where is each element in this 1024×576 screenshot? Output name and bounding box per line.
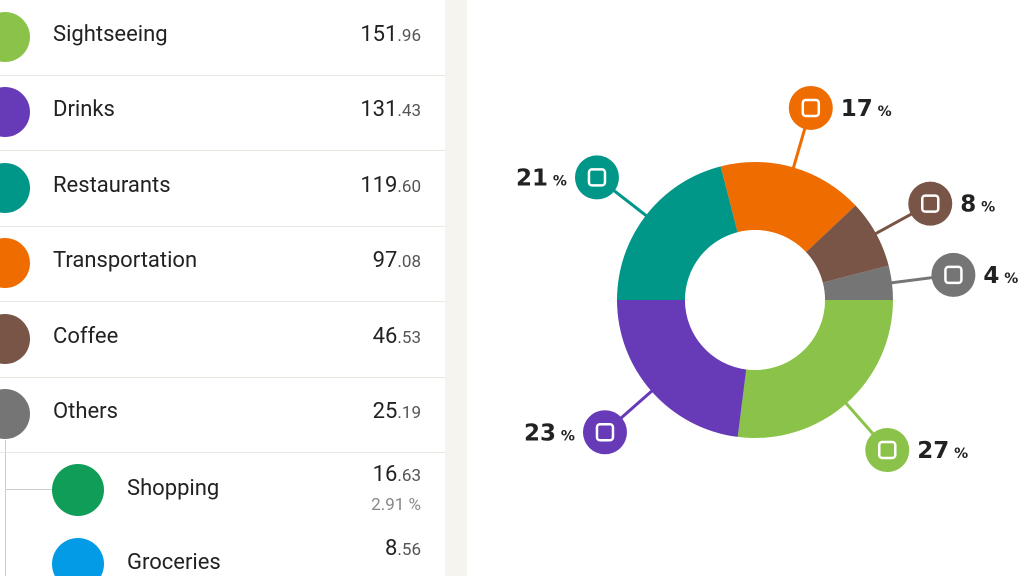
category-list: Sightseeing 151.96 Drinks 131.43 Restaurants… — [0, 0, 445, 576]
percent-sign: % — [548, 173, 567, 189]
category-icon — [0, 389, 30, 439]
icon-glyph — [587, 168, 607, 187]
tree-line — [5, 440, 6, 576]
slice-icon — [574, 155, 619, 200]
slice-icon — [908, 181, 953, 226]
icon-glyph — [921, 194, 940, 213]
leader-line — [791, 126, 807, 170]
percent-sign: % — [949, 446, 968, 462]
amount: 25.19 — [372, 399, 421, 424]
percent-sign: % — [556, 428, 575, 444]
slice-icon — [582, 410, 627, 455]
amount: 119.60 — [360, 172, 421, 198]
divider — [445, 0, 467, 576]
category-name: Restaurants — [53, 172, 171, 198]
list-row[interactable]: Transportation 97.08 — [0, 226, 445, 303]
percent-sign: % — [976, 200, 995, 216]
percent-number: 4 — [983, 263, 999, 289]
slice-icon — [865, 428, 910, 473]
icon-glyph — [595, 423, 615, 442]
donut-slice — [822, 265, 893, 300]
list-row[interactable]: Sightseeing 151.96 — [0, 0, 445, 76]
percent-sign: % — [873, 104, 892, 120]
leader-line — [618, 388, 654, 421]
category-name: Transportation — [53, 248, 198, 274]
amount: 97.08 — [372, 248, 421, 274]
category-icon — [0, 87, 30, 138]
donut-slice — [737, 300, 893, 439]
category-icon — [0, 12, 30, 62]
list-row[interactable]: Restaurants 119.60 — [0, 151, 445, 227]
category-icon — [52, 464, 104, 516]
list-row[interactable]: Coffee 46.53 — [0, 302, 445, 378]
donut-slice — [720, 162, 856, 253]
percent-label: 27 % — [917, 438, 968, 464]
amount: 8.56 — [385, 536, 421, 561]
percent-number: 17 — [841, 96, 873, 122]
amount: 131.43 — [360, 97, 421, 123]
category-icon — [52, 538, 104, 576]
percent-label: 4 % — [983, 263, 1018, 289]
category-icon — [0, 238, 30, 289]
leader-line — [873, 211, 914, 236]
amount: 151.96 — [360, 22, 421, 47]
slice-icon — [788, 85, 833, 130]
category-name: Drinks — [53, 97, 115, 123]
amount: 16.63 — [372, 462, 421, 487]
donut-slice — [617, 166, 738, 300]
slice-icon — [931, 252, 976, 297]
percent-label: 8 % — [960, 192, 995, 218]
leader-line — [843, 401, 876, 437]
amount: 46.53 — [372, 323, 421, 349]
percent-label: 21 % — [516, 165, 567, 191]
list-row[interactable]: Groceries 8.56 — [0, 526, 445, 576]
category-name: Shopping — [127, 476, 220, 501]
tree-line — [5, 489, 53, 490]
leader-line — [889, 275, 934, 285]
list-row[interactable]: Drinks 131.43 — [0, 75, 445, 152]
donut-hole — [698, 243, 812, 357]
category-percent: 2.91 % — [371, 495, 421, 515]
percent-number: 21 — [516, 165, 548, 191]
percent-sign: % — [999, 271, 1018, 287]
category-icon — [0, 313, 30, 364]
percent-label: 17 % — [841, 96, 892, 122]
category-name: Sightseeing — [53, 22, 168, 47]
donut-slice — [617, 300, 747, 437]
percent-number: 8 — [960, 192, 976, 218]
category-icon — [0, 162, 30, 213]
donut-slice — [806, 205, 889, 283]
icon-glyph — [944, 265, 963, 285]
percent-number: 23 — [524, 420, 556, 446]
icon-glyph — [878, 440, 897, 460]
percent-number: 27 — [917, 438, 949, 464]
percent-label: 23 % — [524, 420, 575, 446]
icon-glyph — [801, 98, 821, 118]
category-name: Groceries — [127, 550, 221, 575]
leader-line — [611, 188, 649, 218]
list-row[interactable]: Shopping 16.63 2.91 % — [0, 452, 445, 527]
donut-chart: 21 %17 %8 %4 %27 %23 % — [516, 85, 1018, 473]
list-row[interactable]: Others 25.19 — [0, 377, 445, 453]
category-name: Coffee — [53, 323, 119, 349]
category-name: Others — [53, 399, 118, 424]
